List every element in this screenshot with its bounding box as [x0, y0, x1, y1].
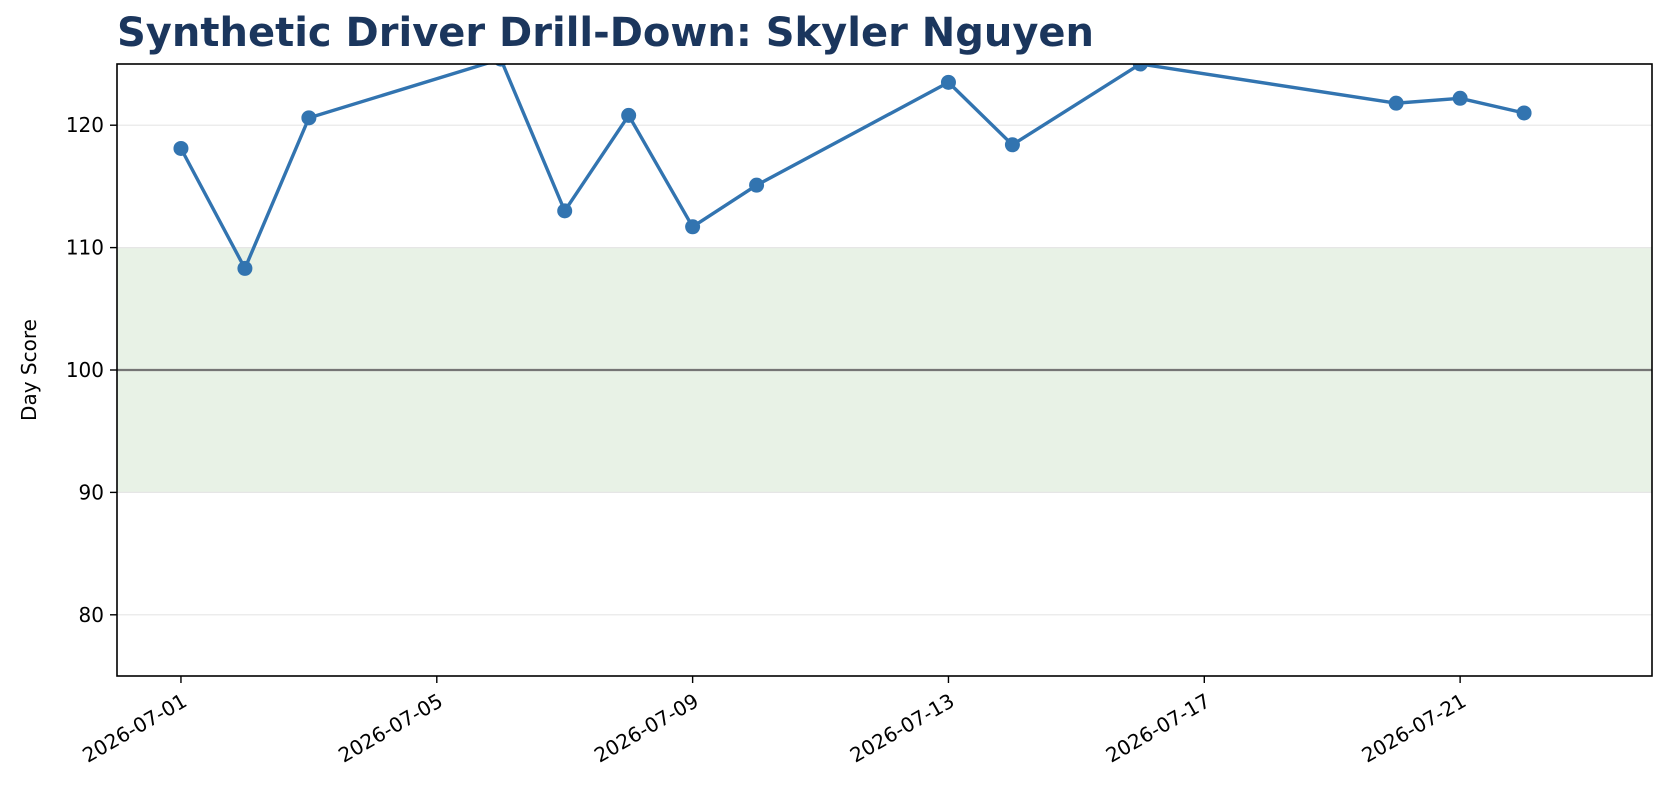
x-axis: 2026-07-01 2026-07-05 2026-07-09 2026-07-13… [78, 676, 1470, 767]
data-point [173, 140, 189, 156]
data-point [749, 177, 765, 193]
x-tick-label: 2026-07-01 [78, 689, 191, 768]
x-tick-label: 2026-07-09 [590, 689, 703, 768]
x-tick-label: 2026-07-13 [846, 689, 959, 768]
data-point [557, 203, 573, 219]
plot-marks [117, 64, 1652, 372]
x-tick-label: 2026-07-17 [1102, 689, 1215, 768]
data-point [621, 107, 637, 123]
data-point [1388, 95, 1404, 111]
data-point [301, 110, 317, 126]
x-tick-label: 2026-07-05 [334, 689, 447, 768]
y-axis: 80 90 100 110 120 [66, 113, 117, 627]
data-point [1004, 137, 1020, 153]
data-point [1132, 64, 1148, 72]
y-axis-label: Day Score [17, 319, 41, 421]
data-point [1516, 105, 1532, 121]
data-point [1452, 90, 1468, 106]
chart-title: Synthetic Driver Drill-Down: Skyler Nguy… [117, 10, 1094, 56]
y-tick-label: 80 [79, 603, 104, 627]
y-tick-label: 110 [66, 236, 104, 260]
x-tick-label: 2026-07-21 [1357, 689, 1470, 768]
y-tick-label: 120 [66, 113, 104, 137]
data-point [685, 219, 701, 235]
y-tick-label: 100 [66, 358, 104, 382]
series-line [179, 64, 1525, 271]
data-point [940, 74, 956, 90]
data-point [237, 260, 253, 276]
y-tick-label: 90 [79, 480, 104, 504]
